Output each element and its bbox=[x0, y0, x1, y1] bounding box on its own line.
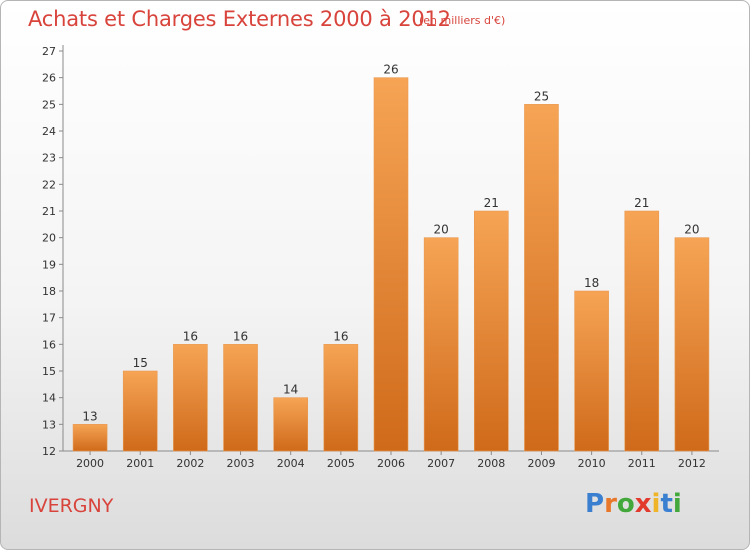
bar-value-label: 21 bbox=[484, 196, 499, 210]
bar-value-label: 21 bbox=[634, 196, 649, 210]
bar-value-label: 20 bbox=[684, 223, 699, 237]
logo-letter: P bbox=[585, 489, 605, 519]
bar-2005 bbox=[323, 344, 359, 452]
logo-letter: x bbox=[634, 489, 652, 519]
bar-value-label: 25 bbox=[534, 89, 549, 103]
bar-2007 bbox=[423, 237, 459, 452]
bar-value-label: 18 bbox=[584, 276, 599, 290]
y-tick-label: 15 bbox=[42, 365, 56, 378]
bar-2001 bbox=[122, 370, 158, 452]
y-tick-label: 23 bbox=[42, 152, 56, 165]
bar-value-label: 16 bbox=[183, 329, 198, 343]
x-tick-label: 2006 bbox=[377, 457, 405, 470]
y-tick-label: 13 bbox=[42, 418, 56, 431]
bar-value-label: 26 bbox=[383, 63, 398, 77]
x-tick-label: 2008 bbox=[477, 457, 505, 470]
y-tick-label: 17 bbox=[42, 312, 56, 325]
logo-letter: r bbox=[604, 489, 617, 519]
y-tick-label: 12 bbox=[42, 445, 56, 458]
bar-2010 bbox=[574, 290, 609, 452]
x-tick-label: 2010 bbox=[578, 457, 606, 470]
bar-2012 bbox=[674, 237, 710, 452]
x-tick-label: 2003 bbox=[227, 457, 255, 470]
town-name: IVERGNY bbox=[29, 495, 114, 517]
bar-2006 bbox=[373, 77, 409, 452]
x-tick-label: 2011 bbox=[628, 457, 656, 470]
logo-letter: i bbox=[672, 489, 682, 519]
y-tick-label: 26 bbox=[42, 72, 56, 85]
chart-subtitle: (en milliers d'€) bbox=[419, 14, 506, 27]
logo-letter: t bbox=[660, 489, 673, 519]
bar-value-label: 15 bbox=[133, 356, 148, 370]
logo-letter: o bbox=[616, 489, 635, 519]
bar-value-label: 16 bbox=[333, 329, 348, 343]
x-tick-label: 2000 bbox=[76, 457, 104, 470]
y-tick-label: 21 bbox=[42, 205, 56, 218]
x-tick-label: 2009 bbox=[527, 457, 555, 470]
x-tick-label: 2001 bbox=[126, 457, 154, 470]
y-tick-label: 16 bbox=[42, 338, 56, 351]
bars bbox=[72, 77, 710, 452]
bar-2003 bbox=[223, 344, 258, 452]
x-tick-label: 2002 bbox=[176, 457, 204, 470]
y-tick-label: 24 bbox=[42, 125, 56, 138]
logo-letter: i bbox=[651, 489, 661, 519]
proxiti-logo[interactable]: Proxiti bbox=[585, 489, 682, 519]
bar-value-label: 14 bbox=[283, 383, 298, 397]
bar-value-label: 16 bbox=[233, 329, 248, 343]
y-tick-label: 27 bbox=[42, 45, 56, 58]
y-tick-label: 25 bbox=[42, 98, 56, 111]
labels: 12 13 14 15 16 17 18 19 20 21 22 23 24 25 26 27 2000 13 20… bbox=[42, 45, 706, 470]
y-tick-label: 18 bbox=[42, 285, 56, 298]
x-tick-label: 2007 bbox=[427, 457, 455, 470]
x-tick-label: 2005 bbox=[327, 457, 355, 470]
y-tick-label: 22 bbox=[42, 178, 56, 191]
bar-2009 bbox=[524, 104, 559, 452]
y-tick-label: 19 bbox=[42, 258, 56, 271]
y-tick-label: 14 bbox=[42, 392, 56, 405]
bar-value-label: 13 bbox=[82, 409, 97, 423]
bar-2008 bbox=[474, 210, 509, 452]
bar-2002 bbox=[173, 344, 208, 452]
bar-2000 bbox=[72, 424, 108, 452]
chart-title: Achats et Charges Externes 2000 à 2012 bbox=[28, 7, 451, 31]
y-tick-label: 20 bbox=[42, 232, 56, 245]
x-tick-label: 2004 bbox=[277, 457, 305, 470]
bar-value-label: 20 bbox=[434, 223, 449, 237]
bar-2011 bbox=[624, 210, 660, 452]
x-tick-label: 2012 bbox=[678, 457, 706, 470]
bar-2004 bbox=[273, 397, 308, 452]
